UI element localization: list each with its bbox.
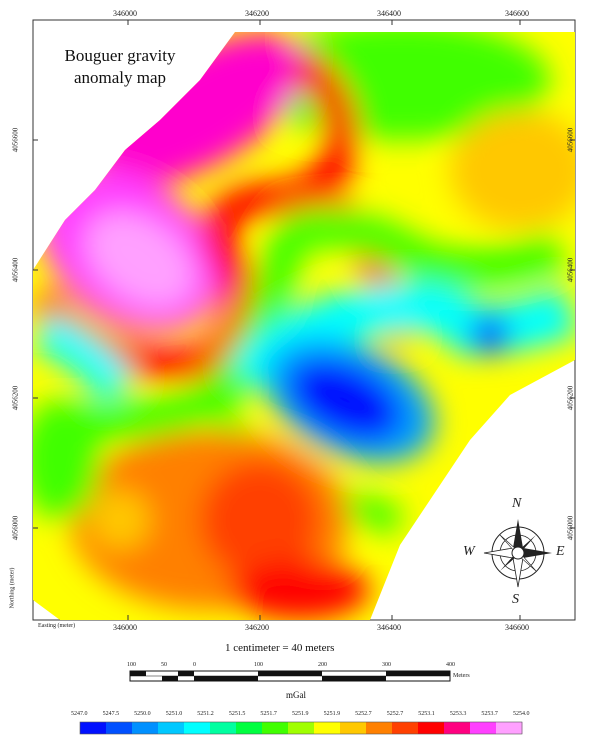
legend-label: 5247.5 [102,711,120,717]
left-tick-label: 4056000 [11,515,20,541]
legend-label: 5252.7 [386,711,404,717]
scale-bar [129,670,451,682]
legend-label: 5251.9 [292,711,309,717]
legend-color-swatch [366,722,393,734]
legend-color-swatch [236,722,263,734]
right-tick-label: 4056000 [566,515,575,541]
color-legend [79,721,523,735]
compass-north: N [512,496,522,511]
right-tick-label: 4056400 [566,257,575,283]
legend-label: 5253.3 [449,711,467,717]
bottom-tick-label: 346600 [505,623,529,632]
easting-label: Easting (meter) [38,623,76,629]
legend-color-swatch [418,722,445,734]
legend-label: 5251.2 [197,711,214,717]
right-tick-label: 4056600 [566,127,575,153]
legend-title: mGal [286,690,306,700]
compass-rose-icon [483,519,552,588]
scale-label: 100 [254,662,263,668]
legend-color-swatch [314,722,341,734]
scale-text: 1 centimeter = 40 meters [225,642,335,654]
legend-color-swatch [444,722,471,734]
left-tick-label: 4056600 [11,127,20,153]
map-title-line1: Bouguer gravity [64,46,176,65]
scale-label: 200 [318,662,327,668]
northing-label: Northing (meter) [9,567,16,609]
top-tick-label: 346400 [377,9,401,18]
scale-label: 0 [193,662,196,668]
legend-label: 5251.7 [260,711,277,717]
legend-label: 5252.7 [355,711,372,717]
scale-unit: Meters [453,673,470,679]
legend-label: 5251.5 [228,711,246,717]
legend-color-swatch [288,722,315,734]
legend-color-swatch [210,722,237,734]
legend-color-swatch [392,722,419,734]
legend-label: 5251.9 [323,711,341,717]
scale-label: 100 [127,662,136,668]
right-tick-label: 4056200 [566,385,575,411]
top-tick-label: 346600 [505,9,529,18]
top-tick-label: 346200 [245,9,269,18]
legend-outline [79,721,523,735]
legend-label: 5247.0 [71,711,88,717]
legend-color-swatch [158,722,185,734]
legend-label: 5253.7 [481,711,498,717]
legend-label: 5254.0 [513,711,530,717]
map-title-line2: anomaly map [73,68,167,87]
compass-south: S [512,592,519,607]
frame-ticks [33,20,575,620]
scale-label: 300 [382,662,391,668]
scale-label: 50 [161,662,167,668]
legend-color-swatch [80,722,107,734]
legend-color-swatch [106,722,133,734]
compass-west: W [463,544,475,559]
legend-label: 5251.0 [165,711,183,717]
left-tick-label: 4056200 [11,385,20,411]
legend-color-swatch [496,722,523,734]
legend-color-swatch [184,722,211,734]
legend-color-swatch [262,722,289,734]
legend-label: 5250.0 [134,711,151,717]
legend-color-swatch [340,722,367,734]
bottom-tick-label: 346200 [245,623,269,632]
top-tick-label: 346000 [113,9,137,18]
bottom-tick-label: 346400 [377,623,401,632]
bottom-tick-label: 346000 [113,623,137,632]
compass-east: E [556,544,565,559]
legend-color-swatch [470,722,497,734]
legend-color-swatch [132,722,159,734]
left-tick-label: 4056400 [11,257,20,283]
scale-label: 400 [446,662,455,668]
legend-label: 5253.1 [418,711,435,717]
